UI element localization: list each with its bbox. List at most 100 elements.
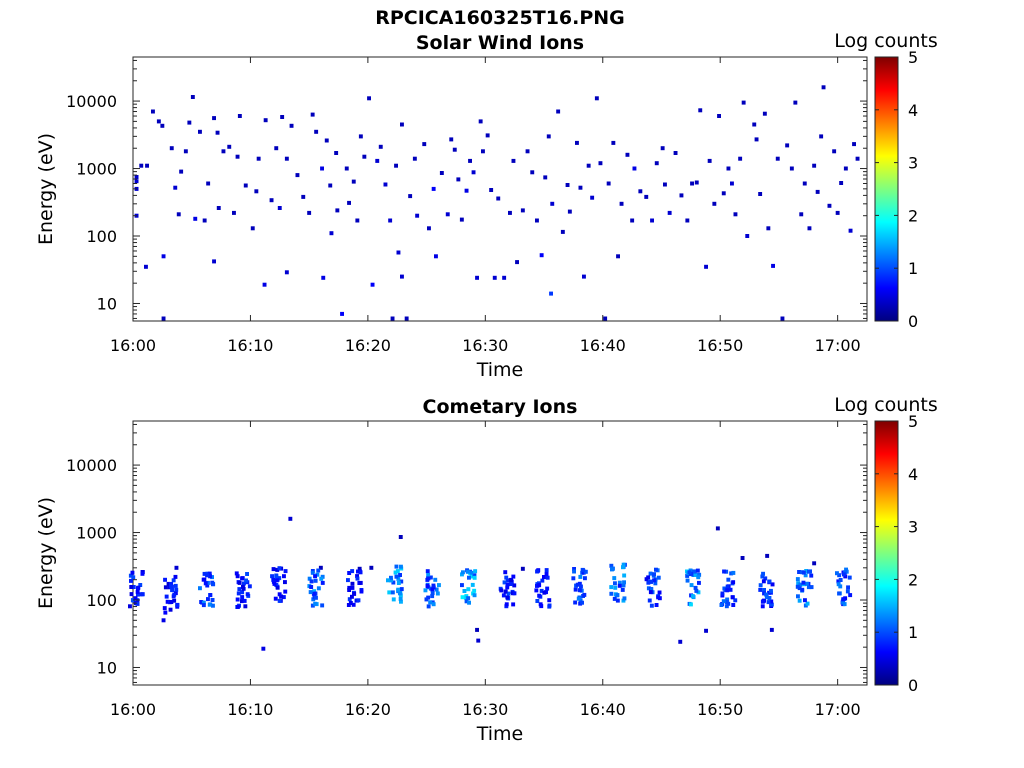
- burst-cell: [208, 593, 213, 598]
- burst-cell: [758, 587, 763, 592]
- burst-cell: [277, 566, 282, 571]
- burst-cell: [842, 572, 846, 577]
- burst-cell: [646, 580, 651, 585]
- data-cell: [766, 226, 771, 231]
- burst-cell: [764, 595, 769, 600]
- burst-cell: [696, 590, 701, 595]
- burst-cell: [320, 580, 325, 585]
- burst-cell: [728, 587, 733, 592]
- data-cell: [738, 156, 743, 161]
- data-cell: [412, 156, 417, 161]
- burst-cell: [762, 588, 766, 592]
- burst-cell: [271, 567, 276, 572]
- data-cell: [398, 535, 403, 539]
- burst-cell: [836, 579, 841, 584]
- burst-cell: [425, 569, 430, 574]
- data-cell: [812, 163, 817, 168]
- burst-cell: [697, 580, 701, 585]
- data-cell: [663, 182, 667, 187]
- data-cell: [261, 646, 266, 651]
- burst-cell: [399, 587, 404, 592]
- data-cell: [295, 173, 300, 178]
- data-cell: [582, 274, 586, 279]
- colorbar-tick-label: 1: [908, 623, 918, 642]
- burst-cell: [393, 570, 398, 575]
- data-cell: [807, 226, 812, 231]
- burst-cell: [800, 587, 805, 592]
- burst-cell: [316, 586, 321, 591]
- burst-cell: [803, 573, 808, 578]
- data-cell: [535, 218, 539, 223]
- burst-cell: [804, 569, 809, 573]
- data-cell: [549, 291, 553, 296]
- data-cell: [431, 186, 436, 191]
- y-axis: 10 100 1000 10000: [66, 59, 867, 319]
- burst-cell: [430, 594, 435, 599]
- burst-cell: [469, 570, 474, 575]
- data-cell: [452, 147, 457, 152]
- burst-cell: [467, 575, 471, 580]
- data-cell: [216, 206, 221, 210]
- data-cell: [324, 138, 329, 143]
- burst-cell: [358, 570, 363, 575]
- burst-cell: [271, 579, 276, 584]
- data-cell: [250, 226, 255, 231]
- burst-cell: [467, 600, 471, 605]
- burst-cell: [425, 584, 430, 588]
- data-cell: [310, 112, 315, 117]
- burst-cell: [398, 591, 402, 596]
- burst-cell: [240, 576, 244, 581]
- data-cell: [785, 143, 790, 148]
- y-axis-label: Energy (eV): [35, 133, 57, 245]
- data-cell: [741, 100, 746, 105]
- data-cell: [351, 179, 356, 184]
- data-cell: [340, 311, 344, 316]
- burst-cell: [174, 587, 179, 592]
- data-cell: [575, 140, 579, 145]
- data-cell: [485, 133, 490, 138]
- burst-cell: [198, 586, 202, 591]
- data-cell: [586, 163, 591, 168]
- data-cell: [375, 158, 380, 163]
- data-cell: [733, 212, 738, 217]
- burst-cell: [235, 574, 240, 579]
- data-cell: [685, 218, 690, 223]
- burst-cell: [315, 572, 320, 577]
- burst-cell: [758, 583, 763, 588]
- panel-solar-wind: Solar Wind Ions 16:00 16:10 16:20 16:30 16:4…: [35, 30, 938, 381]
- burst-cell: [578, 574, 583, 579]
- data-cell: [237, 114, 242, 118]
- data-cell: [243, 183, 248, 188]
- burst-cell: [426, 573, 431, 577]
- data-cell: [678, 639, 683, 644]
- burst-cell: [846, 585, 850, 590]
- burst-cell: [615, 593, 620, 598]
- burst-cell: [274, 574, 279, 579]
- burst-cell: [580, 600, 584, 605]
- burst-cell: [760, 599, 765, 604]
- burst-cell: [544, 568, 549, 573]
- burst-cell: [129, 585, 134, 589]
- colorbar-tick-label: 3: [908, 518, 918, 537]
- data-cell: [156, 119, 161, 124]
- burst-cell: [760, 604, 765, 609]
- plot-frame: [132, 420, 868, 686]
- colorbar-tick-label: 4: [908, 465, 918, 484]
- burst-cell: [805, 581, 809, 586]
- burst-cell: [431, 583, 436, 588]
- burst-cell: [169, 582, 173, 586]
- burst-cell: [272, 581, 277, 586]
- burst-cell: [656, 595, 661, 600]
- colorbar-tick-label: 5: [908, 412, 918, 431]
- data-cell: [161, 254, 166, 259]
- plot-frame: [132, 56, 868, 322]
- burst-cell: [320, 603, 325, 608]
- burst-cell: [511, 602, 516, 607]
- burst-cell: [652, 572, 656, 577]
- data-cell: [388, 218, 393, 223]
- burst-cell: [237, 580, 242, 585]
- data-cell: [344, 166, 349, 171]
- burst-cell: [355, 574, 359, 579]
- burst-cell: [428, 600, 433, 605]
- burst-cell: [314, 595, 318, 600]
